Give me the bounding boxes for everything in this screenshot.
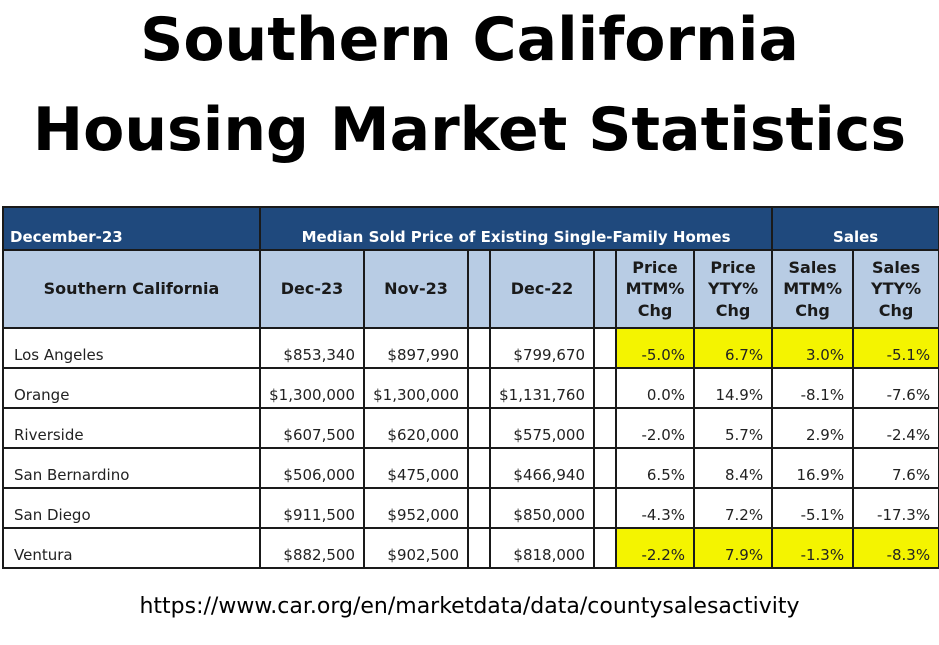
- price-dec22: $818,000: [489, 527, 595, 569]
- header-line: MTM%: [625, 279, 685, 299]
- spacer-cell: [467, 447, 491, 489]
- price-dec23: $911,500: [259, 487, 365, 529]
- col-header-sales-yty: Sales YTY% Chg: [852, 249, 939, 329]
- price-yty-chg: 14.9%: [692, 367, 774, 409]
- price-dec22: $575,000: [489, 407, 595, 449]
- table-row: San Diego $911,500 $952,000 $850,000 -4.…: [2, 487, 939, 529]
- price-yty-chg: 6.7%: [692, 327, 774, 369]
- col-header-price-yty: Price YTY% Chg: [692, 249, 774, 329]
- sales-yty-chg: -8.3%: [852, 527, 939, 569]
- county-name: Riverside: [2, 407, 261, 449]
- sales-yty-chg: -7.6%: [852, 367, 939, 409]
- price-yty-chg: 5.7%: [692, 407, 774, 449]
- county-name: San Diego: [2, 487, 261, 529]
- housing-stats-table: December-23 Median Sold Price of Existin…: [2, 206, 939, 569]
- price-nov23: $1,300,000: [363, 367, 469, 409]
- header-line: MTM%: [783, 279, 842, 299]
- sales-yty-chg: -5.1%: [852, 327, 939, 369]
- price-nov23: $620,000: [363, 407, 469, 449]
- price-mtm-chg: -5.0%: [615, 327, 695, 369]
- price-nov23: $475,000: [363, 447, 469, 489]
- spacer-cell: [467, 327, 491, 369]
- price-group-header: Median Sold Price of Existing Single-Fam…: [258, 206, 774, 251]
- price-mtm-chg: -2.0%: [615, 407, 695, 449]
- price-nov23: $902,500: [363, 527, 469, 569]
- county-name: San Bernardino: [2, 447, 261, 489]
- price-nov23: $952,000: [363, 487, 469, 529]
- header-line: Sales: [872, 257, 921, 277]
- source-url: https://www.car.org/en/marketdata/data/c…: [139, 594, 800, 619]
- header-line: Chg: [637, 300, 673, 320]
- county-name: Ventura: [2, 527, 261, 569]
- page-title-line-1: Southern California: [140, 5, 799, 75]
- sales-mtm-chg: -1.3%: [771, 527, 855, 569]
- table-row: Los Angeles $853,340 $897,990 $799,670 -…: [2, 327, 939, 369]
- header-line: Price: [710, 257, 756, 277]
- header-line: Chg: [795, 300, 830, 320]
- table-column-header-row: Southern California Dec-23 Nov-23 Dec-22…: [2, 249, 939, 329]
- col-header-price-mtm: Price MTM% Chg: [615, 249, 695, 329]
- price-dec22: $466,940: [489, 447, 595, 489]
- table-row: Orange $1,300,000 $1,300,000 $1,131,760 …: [2, 367, 939, 409]
- col-header-dec22: Dec-22: [489, 249, 595, 329]
- sales-mtm-chg: -8.1%: [771, 367, 855, 409]
- price-mtm-chg: 0.0%: [615, 367, 695, 409]
- spacer-cell: [593, 367, 617, 409]
- spacer-cell: [593, 327, 617, 369]
- sales-mtm-chg: 16.9%: [771, 447, 855, 489]
- header-line: Chg: [715, 300, 751, 320]
- sales-yty-chg: -2.4%: [852, 407, 939, 449]
- sales-yty-chg: -17.3%: [852, 487, 939, 529]
- sales-mtm-chg: 2.9%: [771, 407, 855, 449]
- table-group-header-row: December-23 Median Sold Price of Existin…: [2, 206, 939, 251]
- col-header-sales-mtm: Sales MTM% Chg: [771, 249, 855, 329]
- price-dec23: $882,500: [259, 527, 365, 569]
- price-dec22: $850,000: [489, 487, 595, 529]
- col-header-nov23: Nov-23: [363, 249, 469, 329]
- price-nov23: $897,990: [363, 327, 469, 369]
- spacer-cell: [467, 367, 491, 409]
- col-spacer: [593, 249, 617, 329]
- county-name: Los Angeles: [2, 327, 261, 369]
- period-label: December-23: [2, 206, 261, 251]
- spacer-cell: [467, 407, 491, 449]
- spacer-cell: [593, 487, 617, 529]
- header-line: YTY%: [871, 279, 922, 299]
- price-mtm-chg: -2.2%: [615, 527, 695, 569]
- header-line: Sales: [788, 257, 837, 277]
- price-dec23: $853,340: [259, 327, 365, 369]
- header-line: Price: [632, 257, 678, 277]
- price-dec22: $799,670: [489, 327, 595, 369]
- table-row: San Bernardino $506,000 $475,000 $466,94…: [2, 447, 939, 489]
- table-row: Ventura $882,500 $902,500 $818,000 -2.2%…: [2, 527, 939, 569]
- header-line: YTY%: [707, 279, 759, 299]
- spacer-cell: [593, 447, 617, 489]
- col-header-region: Southern California: [2, 249, 261, 329]
- spacer-cell: [593, 527, 617, 569]
- price-dec23: $1,300,000: [259, 367, 365, 409]
- county-name: Orange: [2, 367, 261, 409]
- header-line: Chg: [878, 300, 914, 320]
- price-dec23: $607,500: [259, 407, 365, 449]
- price-yty-chg: 7.9%: [692, 527, 774, 569]
- spacer-cell: [467, 527, 491, 569]
- table-row: Riverside $607,500 $620,000 $575,000 -2.…: [2, 407, 939, 449]
- col-spacer: [467, 249, 491, 329]
- spacer-cell: [467, 487, 491, 529]
- price-dec22: $1,131,760: [489, 367, 595, 409]
- sales-yty-chg: 7.6%: [852, 447, 939, 489]
- price-mtm-chg: -4.3%: [615, 487, 695, 529]
- price-yty-chg: 8.4%: [692, 447, 774, 489]
- spacer-cell: [593, 407, 617, 449]
- col-header-dec23: Dec-23: [259, 249, 365, 329]
- sales-group-header: Sales: [771, 206, 939, 251]
- price-yty-chg: 7.2%: [692, 487, 774, 529]
- sales-mtm-chg: -5.1%: [771, 487, 855, 529]
- page-title-line-2: Housing Market Statistics: [32, 95, 907, 165]
- sales-mtm-chg: 3.0%: [771, 327, 855, 369]
- price-dec23: $506,000: [259, 447, 365, 489]
- price-mtm-chg: 6.5%: [615, 447, 695, 489]
